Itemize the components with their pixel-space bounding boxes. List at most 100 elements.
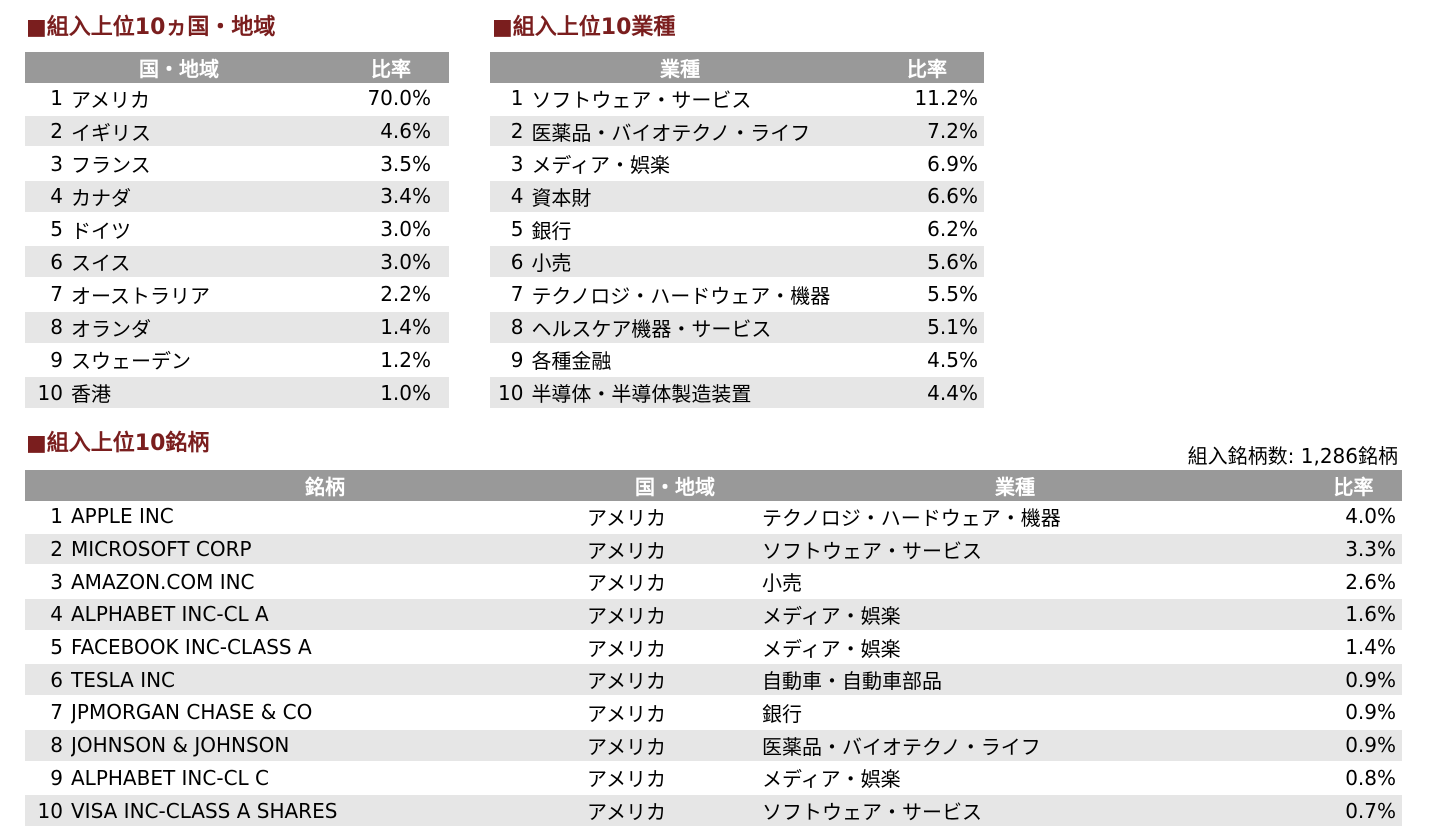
rank: 5 [50,217,63,242]
security-name: AMAZON.COM INC [71,569,255,594]
countries-header-row: 国・地域 比率 [25,52,449,83]
industry: メディア・娯楽 [762,636,901,661]
rank: 2 [50,119,63,144]
country: アメリカ [587,734,666,759]
ratio: 3.3% [1345,537,1396,562]
name: 医薬品・バイオテクノ・ライフ [531,120,811,145]
table-row: 8 ヘルスケア機器・サービス 5.1% [490,311,984,345]
rank: 3 [50,151,63,176]
security-name: MICROSOFT CORP [71,537,252,562]
header-ratio: 比率 [1333,475,1374,499]
table-row: 9 各種金融 4.5% [490,345,984,378]
rank: 5 [510,217,524,242]
header-industry: 業種 [660,57,700,81]
header-ratio: 比率 [371,57,411,81]
table-row: 7 テクノロジ・ハードウェア・機器 5.5% [490,279,984,312]
ratio: 4.0% [1345,504,1396,529]
security-name: JOHNSON & JOHNSON [71,733,290,758]
rank: 4 [50,184,63,209]
name: 銀行 [531,218,572,243]
rank: 6 [50,249,63,274]
ratio: 4.5% [927,347,978,372]
ratio: 1.4% [380,315,431,340]
name: 半導体・半導体製造装置 [531,382,752,407]
table-row: 6 小売 5.6% [490,246,984,280]
ratio: 7.2% [927,119,978,144]
ratio: 1.0% [380,380,431,405]
rank: 9 [510,347,524,372]
rank: 8 [510,315,524,340]
name: フランス [71,153,151,178]
rank: 6 [510,249,524,274]
ratio: 4.4% [927,380,978,405]
security-name: FACEBOOK INC-CLASS A [71,635,312,660]
rank: 4 [50,602,63,627]
ratio: 70.0% [367,86,431,111]
table-row: 1 ソフトウェア・サービス 11.2% [490,83,984,116]
table-row: 5 ドイツ 3.0% [25,214,449,247]
header-country: 国・地域 [635,475,715,499]
security-name: TESLA INC [71,667,176,692]
name: 小売 [531,251,572,276]
ratio: 3.0% [380,249,431,274]
name: カナダ [71,185,131,210]
table-row: 7 JPMORGAN CHASE & CO アメリカ 銀行 0.9% [25,697,1402,730]
table-row: 4 資本財 6.6% [490,181,984,214]
country: アメリカ [587,800,666,825]
table-row: 6 スイス 3.0% [25,246,449,280]
rank: 1 [50,504,63,529]
name: ドイツ [71,218,131,243]
name: 各種金融 [531,349,612,374]
rank: 10 [497,380,524,405]
table-row: 9 スウェーデン 1.2% [25,345,449,378]
industry: 自動車・自動車部品 [762,669,942,694]
ratio: 5.5% [927,282,978,307]
country: アメリカ [587,636,666,661]
industry: テクノロジ・ハードウェア・機器 [762,505,1061,530]
industry: 銀行 [762,701,802,726]
header-country: 国・地域 [139,57,219,81]
rank: 9 [50,347,63,372]
industries-header-row: 業種 比率 [490,52,984,83]
table-row: 8 JOHNSON & JOHNSON アメリカ 医薬品・バイオテクノ・ライフ 0.9% [25,729,1402,763]
holdings-count-label: 組入銘柄数: 1,286銘柄 [1187,444,1398,468]
rank: 1 [510,86,524,111]
name: スウェーデン [71,349,191,374]
table-row: 1 APPLE INC アメリカ テクノロジ・ハードウェア・機器 4.0% [25,501,1402,534]
country: アメリカ [587,571,666,596]
ratio: 0.8% [1345,765,1396,790]
ratio: 6.2% [927,217,978,242]
table-row: 4 ALPHABET INC-CL A アメリカ メディア・娯楽 1.6% [25,599,1402,632]
rank: 7 [50,282,63,307]
holdings-table: 銘柄 国・地域 業種 比率 1 APPLE INC アメリカ テクノロジ・ハードウェア… [25,470,1402,828]
rank: 8 [50,315,63,340]
name: テクノロジ・ハードウェア・機器 [531,283,831,308]
country: アメリカ [587,701,666,726]
security-name: JPMORGAN CHASE & CO [71,700,313,725]
table-row: 8 オランダ 1.4% [25,311,449,345]
ratio: 0.9% [1345,700,1396,725]
table-row: 6 TESLA INC アメリカ 自動車・自動車部品 0.9% [25,664,1402,698]
industry: メディア・娯楽 [762,603,901,628]
name: ソフトウェア・サービス [531,87,752,112]
countries-table: 国・地域 比率 1 アメリカ 70.0% 2 イギリス 4.6% 3 フランス 3.5% 4 カナダ… [25,52,449,410]
table-row: 2 イギリス 4.6% [25,115,449,149]
header-security: 銘柄 [305,475,345,499]
table-row: 2 MICROSOFT CORP アメリカ ソフトウェア・サービス 3.3% [25,533,1402,567]
ratio: 0.7% [1345,798,1396,823]
ratio: 0.9% [1345,667,1396,692]
ratio: 5.1% [927,315,978,340]
table-row: 3 フランス 3.5% [25,148,449,182]
country: アメリカ [587,603,666,628]
rank: 7 [50,700,63,725]
table-row: 1 アメリカ 70.0% [25,83,449,116]
table-row: 3 メディア・娯楽 6.9% [490,148,984,182]
ratio: 6.9% [927,151,978,176]
name: アメリカ [71,87,150,112]
ratio: 5.6% [927,249,978,274]
security-name: ALPHABET INC-CL A [71,602,269,627]
ratio: 3.5% [380,151,431,176]
industry: 医薬品・バイオテクノ・ライフ [762,734,1041,759]
table-row: 2 医薬品・バイオテクノ・ライフ 7.2% [490,115,984,149]
table-row: 7 オーストラリア 2.2% [25,279,449,312]
